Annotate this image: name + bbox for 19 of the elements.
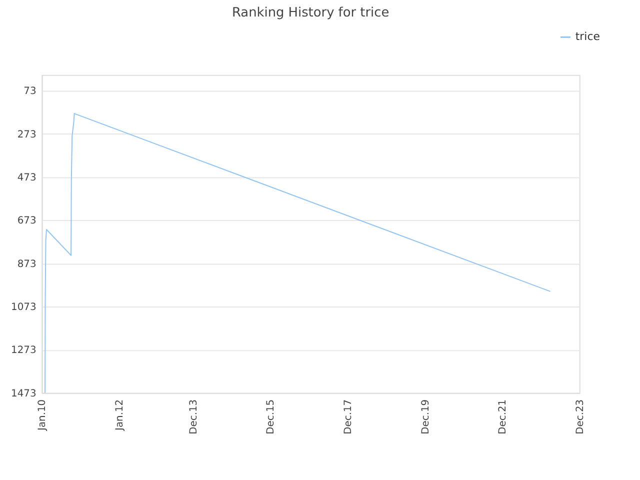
x-tick-label: Dec.17 <box>343 399 354 434</box>
y-tick-label: 873 <box>17 258 36 270</box>
x-tick-label: Dec.13 <box>188 399 200 434</box>
x-tick-label: Dec.19 <box>420 399 432 434</box>
x-tick-label: Dec.15 <box>266 399 277 434</box>
x-tick-label: Jan.12 <box>114 399 126 432</box>
y-tick-label: 273 <box>17 129 36 140</box>
x-tick-label: Jan.10 <box>37 399 48 432</box>
y-tick-label: 1473 <box>11 388 36 400</box>
y-tick-label: 473 <box>17 172 36 184</box>
chart-title: Ranking History for trice <box>232 5 390 20</box>
y-tick-label: 673 <box>17 216 36 227</box>
line-series <box>44 113 551 394</box>
y-tick-label: 1273 <box>11 345 36 356</box>
y-tick-label: 1073 <box>11 302 36 314</box>
x-tick-label: Dec.21 <box>498 399 509 434</box>
y-tick-label: 73 <box>24 86 36 98</box>
x-tick-label: Dec.23 <box>574 399 586 434</box>
legend-label: trice <box>575 30 600 44</box>
